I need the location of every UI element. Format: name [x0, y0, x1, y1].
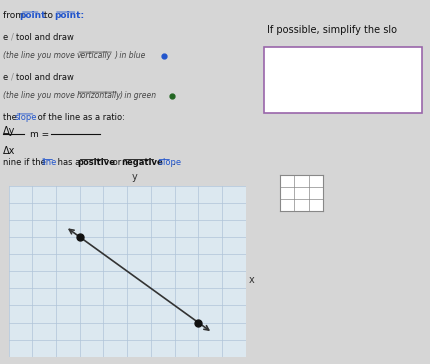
Text: positive: positive — [77, 158, 115, 167]
Text: /: / — [10, 73, 13, 82]
Text: or: or — [110, 158, 124, 167]
Text: slope: slope — [156, 158, 181, 167]
Text: e: e — [3, 33, 8, 42]
Text: x: x — [248, 276, 254, 285]
Text: negative: negative — [121, 158, 162, 167]
Text: vertically: vertically — [76, 51, 111, 60]
Text: of the line as a ratio:: of the line as a ratio: — [35, 113, 125, 122]
Text: (the line you move: (the line you move — [3, 91, 77, 100]
FancyBboxPatch shape — [263, 47, 421, 113]
Text: .: . — [172, 158, 175, 167]
Text: m =: m = — [30, 130, 52, 139]
Text: If possible, simplify the slo: If possible, simplify the slo — [267, 25, 396, 35]
Text: has a: has a — [55, 158, 83, 167]
Text: line: line — [41, 158, 56, 167]
Text: the: the — [3, 113, 19, 122]
Text: point:: point: — [54, 11, 84, 20]
Text: tool and draw: tool and draw — [16, 33, 74, 42]
Text: /: / — [10, 33, 13, 42]
Text: Δy: Δy — [3, 126, 15, 135]
Text: Δx: Δx — [3, 146, 15, 155]
Text: e: e — [3, 73, 8, 82]
Text: from: from — [3, 11, 26, 20]
Text: ) in green: ) in green — [120, 91, 157, 100]
Text: y: y — [132, 172, 137, 182]
Text: slope: slope — [15, 113, 37, 122]
Text: ) in blue: ) in blue — [114, 51, 145, 60]
Text: nine if the: nine if the — [3, 158, 48, 167]
Text: to: to — [41, 11, 55, 20]
Text: horizontally: horizontally — [76, 91, 120, 100]
Text: (the line you move: (the line you move — [3, 51, 77, 60]
Text: tool and draw: tool and draw — [16, 73, 74, 82]
Text: point: point — [20, 11, 46, 20]
